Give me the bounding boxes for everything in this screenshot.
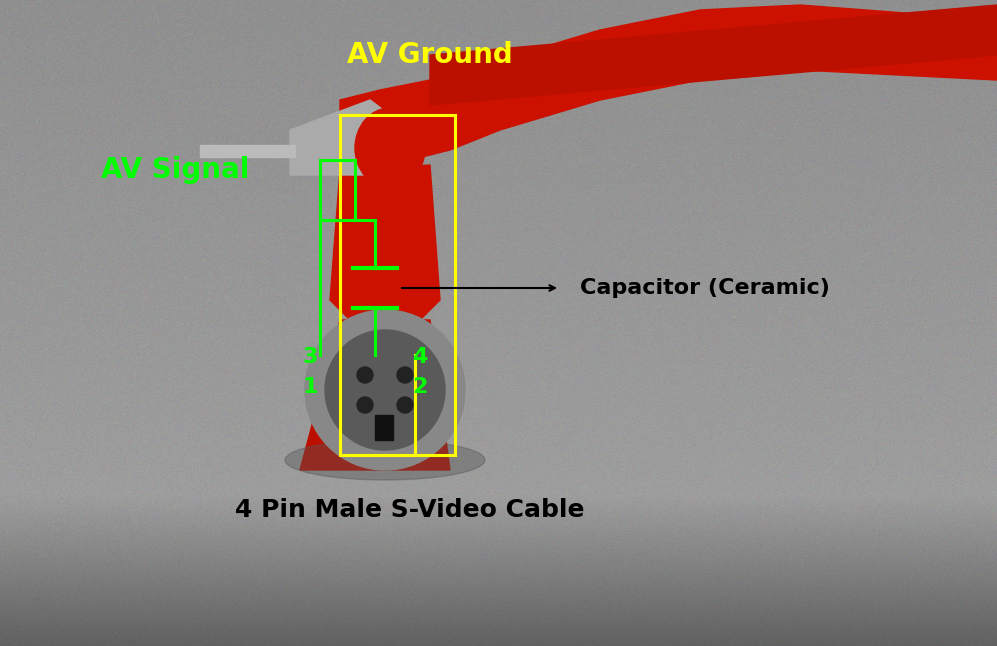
Text: 4 Pin Male S-Video Cable: 4 Pin Male S-Video Cable xyxy=(235,498,584,522)
Circle shape xyxy=(305,310,465,470)
Polygon shape xyxy=(290,100,390,175)
Circle shape xyxy=(397,367,413,383)
Text: 1: 1 xyxy=(302,377,318,397)
Bar xyxy=(200,145,295,157)
Circle shape xyxy=(397,397,413,413)
Text: AV Signal: AV Signal xyxy=(101,156,249,184)
Ellipse shape xyxy=(355,108,425,188)
Polygon shape xyxy=(330,165,440,320)
Circle shape xyxy=(357,367,373,383)
Circle shape xyxy=(325,330,445,450)
Polygon shape xyxy=(430,5,997,105)
Circle shape xyxy=(357,397,373,413)
Text: 4: 4 xyxy=(413,347,428,367)
Text: Capacitor (Ceramic): Capacitor (Ceramic) xyxy=(580,278,830,298)
Bar xyxy=(375,415,393,440)
Text: 3: 3 xyxy=(302,347,318,367)
Text: 2: 2 xyxy=(413,377,428,397)
Polygon shape xyxy=(340,5,997,180)
Polygon shape xyxy=(300,320,450,470)
Text: AV Ground: AV Ground xyxy=(347,41,512,69)
Ellipse shape xyxy=(285,440,485,480)
